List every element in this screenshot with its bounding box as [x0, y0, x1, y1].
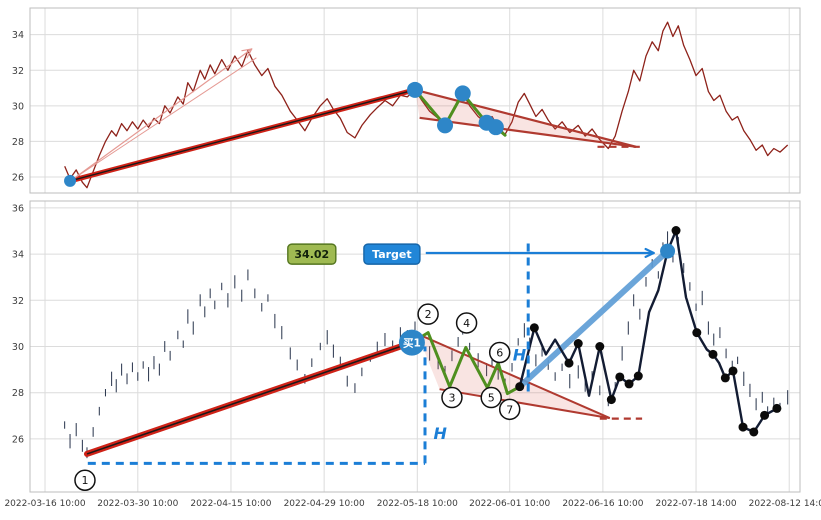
- x-tick-label: 2022-05-18 10:00: [377, 499, 458, 509]
- buy-marker[interactable]: 买1: [398, 329, 425, 356]
- axis-labels: 26 28 30 32 34: [12, 30, 24, 183]
- price-line: [64, 21, 789, 189]
- swing-number-6[interactable]: 6: [488, 341, 511, 364]
- svg-text:H: H: [433, 424, 447, 443]
- pennant-lower-line: [419, 116, 637, 148]
- y-tick-label: 36: [12, 203, 24, 214]
- svg-text:34.02: 34.02: [294, 248, 329, 261]
- swing-number-3[interactable]: 3: [441, 386, 463, 409]
- trend-line-black: [86, 341, 413, 455]
- projection-line-2: [74, 57, 257, 179]
- svg-text:5: 5: [488, 392, 495, 405]
- pennant-upper-line: [414, 88, 637, 148]
- swing-numbers[interactable]: 1 2 3 4 5 6 7: [74, 303, 521, 491]
- x-tick-label: 2022-03-30 10:00: [97, 499, 178, 509]
- h-label-2: H: [513, 345, 527, 364]
- measure-badge[interactable]: 34.02: [287, 243, 337, 265]
- y-tick-label: 26: [12, 434, 24, 445]
- pennant-lower-line: [439, 388, 610, 420]
- svg-text:1: 1: [81, 474, 88, 487]
- svg-text:2: 2: [425, 308, 432, 321]
- grid: [29, 7, 801, 194]
- target-dot: [660, 243, 676, 259]
- x-tick-label: 2022-08-12 14:00: [749, 499, 821, 509]
- zigzag-dots: [515, 226, 782, 437]
- y-tick-label: 26: [12, 172, 24, 183]
- y-tick-label: 28: [12, 388, 24, 399]
- x-tick-label: 2022-04-29 10:00: [284, 499, 365, 509]
- svg-text:7: 7: [506, 403, 513, 416]
- breakout-line-blue: [516, 248, 671, 390]
- target-badge[interactable]: Target: [363, 243, 421, 265]
- x-tick-label: 2022-07-18 14:00: [655, 499, 736, 509]
- swing-number-2[interactable]: 2: [417, 303, 439, 325]
- y-tick-label: 30: [12, 342, 24, 353]
- start-dot: [64, 174, 77, 187]
- swing-dots: [407, 81, 504, 136]
- svg-text:4: 4: [463, 317, 470, 330]
- y-tick-label: 30: [12, 101, 24, 112]
- x-tick-label: 2022-06-16 10:00: [562, 499, 643, 509]
- y-tick-label: 32: [12, 66, 24, 77]
- projection-arrow: [74, 48, 253, 179]
- trend-line-black: [69, 89, 416, 182]
- svg-text:买1: 买1: [403, 338, 421, 350]
- target-arrow[interactable]: [425, 247, 655, 258]
- svg-text:H: H: [513, 345, 527, 364]
- y-tick-label: 32: [12, 296, 24, 307]
- swing-number-7[interactable]: 7: [498, 398, 521, 421]
- svg-text:Target: Target: [372, 248, 412, 261]
- h-label-1: H: [433, 424, 447, 443]
- x-tick-label: 2022-04-15 10:00: [190, 499, 271, 509]
- swing-number-1[interactable]: 1: [74, 469, 96, 491]
- x-tick-label: 2022-06-01 10:00: [469, 499, 550, 509]
- swing-number-5[interactable]: 5: [480, 386, 502, 409]
- zigzag-green: [410, 331, 522, 396]
- svg-text:3: 3: [448, 392, 455, 405]
- y-tick-label: 34: [12, 250, 24, 261]
- svg-text:6: 6: [496, 347, 503, 360]
- grid: [29, 200, 801, 493]
- x-tick-label: 2022-03-16 10:00: [4, 499, 85, 509]
- y-tick-label: 34: [12, 30, 24, 41]
- swing-number-4[interactable]: 4: [455, 312, 478, 334]
- y-tick-label: 28: [12, 137, 24, 148]
- pennant-upper-line: [416, 332, 611, 420]
